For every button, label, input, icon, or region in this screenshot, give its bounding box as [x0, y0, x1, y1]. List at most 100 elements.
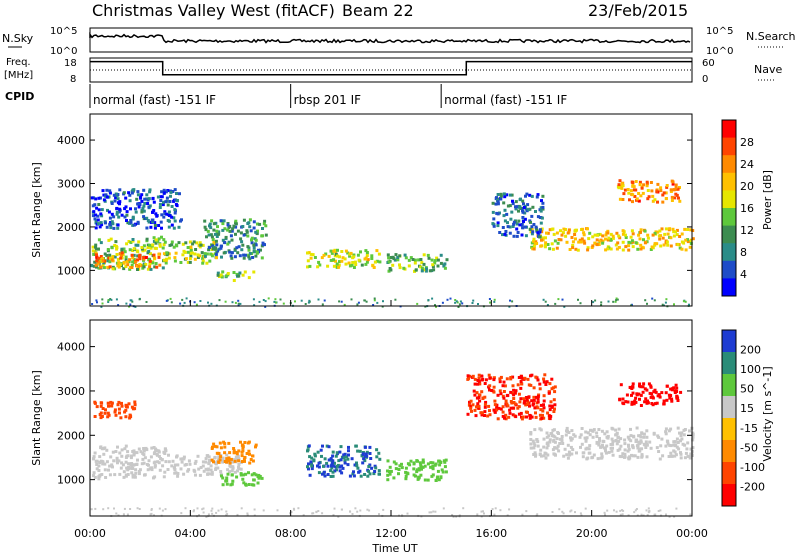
heatmap-cell — [431, 263, 435, 267]
heatmap-cell — [602, 446, 606, 450]
heatmap-cell — [219, 219, 223, 223]
heatmap-cell — [246, 222, 250, 225]
heatmap-cell — [241, 449, 245, 453]
heatmap-cell — [125, 213, 129, 217]
heatmap-cell — [135, 451, 139, 455]
heatmap-cell — [534, 454, 537, 458]
heatmap-cell — [338, 469, 342, 473]
heatmap-cell — [351, 513, 354, 515]
heatmap-cell — [686, 240, 690, 244]
heatmap-cell — [675, 233, 679, 237]
heatmap-cell — [147, 258, 151, 262]
heatmap-cell — [309, 256, 313, 260]
heatmap-cell — [423, 478, 427, 482]
heatmap-cell — [664, 301, 667, 304]
heatmap-cell — [331, 474, 335, 478]
heatmap-cell — [158, 206, 162, 209]
heatmap-cell — [459, 300, 462, 303]
heatmap-cell — [506, 204, 510, 208]
heatmap-cell — [185, 297, 188, 300]
nsky-trace — [89, 32, 691, 44]
heatmap-cell — [116, 264, 120, 268]
heatmap-cell — [329, 258, 333, 262]
heatmap-cell — [375, 455, 379, 459]
heatmap-cell — [461, 302, 464, 305]
heatmap-cell — [145, 301, 148, 303]
heatmap-cell — [554, 302, 557, 305]
heatmap-cell — [544, 452, 548, 456]
heatmap-cell — [519, 397, 523, 401]
heatmap-cell — [644, 299, 647, 302]
heatmap-cell — [436, 264, 440, 268]
y-tick-label: 4000 — [57, 341, 85, 354]
heatmap-cell — [150, 468, 154, 472]
heatmap-cell — [94, 213, 98, 217]
heatmap-cell — [369, 457, 373, 460]
heatmap-cell — [262, 509, 265, 512]
heatmap-cell — [553, 403, 557, 407]
heatmap-cell — [553, 407, 556, 411]
heatmap-cell — [648, 509, 651, 512]
heatmap-cell — [606, 238, 610, 242]
heatmap-cell — [154, 241, 158, 245]
heatmap-cell — [604, 248, 608, 252]
heatmap-cell — [424, 305, 427, 308]
x-tick-label: 00:00 — [676, 527, 708, 540]
heatmap-cell — [541, 207, 545, 211]
heatmap-cell — [338, 260, 341, 264]
heatmap-cell — [546, 231, 550, 235]
heatmap-cell — [137, 470, 141, 473]
heatmap-cell — [539, 403, 543, 407]
heatmap-cell — [520, 223, 524, 226]
heatmap-cell — [509, 377, 513, 381]
heatmap-cell — [684, 248, 688, 252]
heatmap-cell — [162, 200, 165, 204]
heatmap-cell — [611, 234, 615, 238]
heatmap-cell — [661, 303, 664, 306]
heatmap-cell — [240, 443, 244, 447]
heatmap-cell — [95, 206, 99, 210]
heatmap-cell — [636, 514, 639, 517]
heatmap-cell — [213, 232, 217, 236]
heatmap-cell — [611, 453, 615, 457]
heatmap-cell — [526, 203, 530, 207]
heatmap-cell — [148, 190, 152, 194]
heatmap-cell — [473, 377, 477, 381]
heatmap-cell — [600, 301, 603, 304]
heatmap-cell — [150, 509, 153, 511]
heatmap-cell — [606, 509, 609, 512]
heatmap-cell — [521, 513, 524, 516]
heatmap-cell — [441, 301, 444, 304]
heatmap-cell — [555, 246, 559, 250]
heatmap-cell — [673, 196, 677, 200]
heatmap-cell — [478, 382, 482, 386]
heatmap-cell — [169, 190, 173, 194]
heatmap-cell — [617, 245, 621, 249]
heatmap-cell — [124, 460, 128, 464]
heatmap-cell — [627, 437, 631, 441]
colorbar-swatch — [722, 440, 736, 463]
heatmap-cell — [435, 256, 439, 260]
heatmap-cell — [113, 255, 117, 259]
heatmap-cell — [129, 456, 133, 460]
heatmap-cell — [194, 248, 198, 251]
nave-label: Nave — [754, 63, 782, 76]
heatmap-cell — [264, 224, 268, 228]
heatmap-cell — [373, 470, 377, 473]
heatmap-cell — [110, 298, 113, 301]
heatmap-cell — [91, 245, 95, 249]
heatmap-cell — [119, 416, 123, 420]
heatmap-cell — [110, 401, 114, 405]
heatmap-cell — [146, 267, 150, 271]
heatmap-cell — [473, 408, 477, 412]
heatmap-cell — [127, 402, 131, 406]
heatmap-cell — [137, 254, 141, 258]
heatmap-cell — [198, 245, 202, 249]
heatmap-cell — [476, 379, 480, 382]
heatmap-cell — [350, 298, 353, 301]
heatmap-cell — [628, 385, 632, 389]
heatmap-cell — [389, 469, 393, 473]
heatmap-cell — [209, 233, 213, 237]
heatmap-cell — [126, 450, 130, 454]
heatmap-cell — [127, 260, 131, 264]
